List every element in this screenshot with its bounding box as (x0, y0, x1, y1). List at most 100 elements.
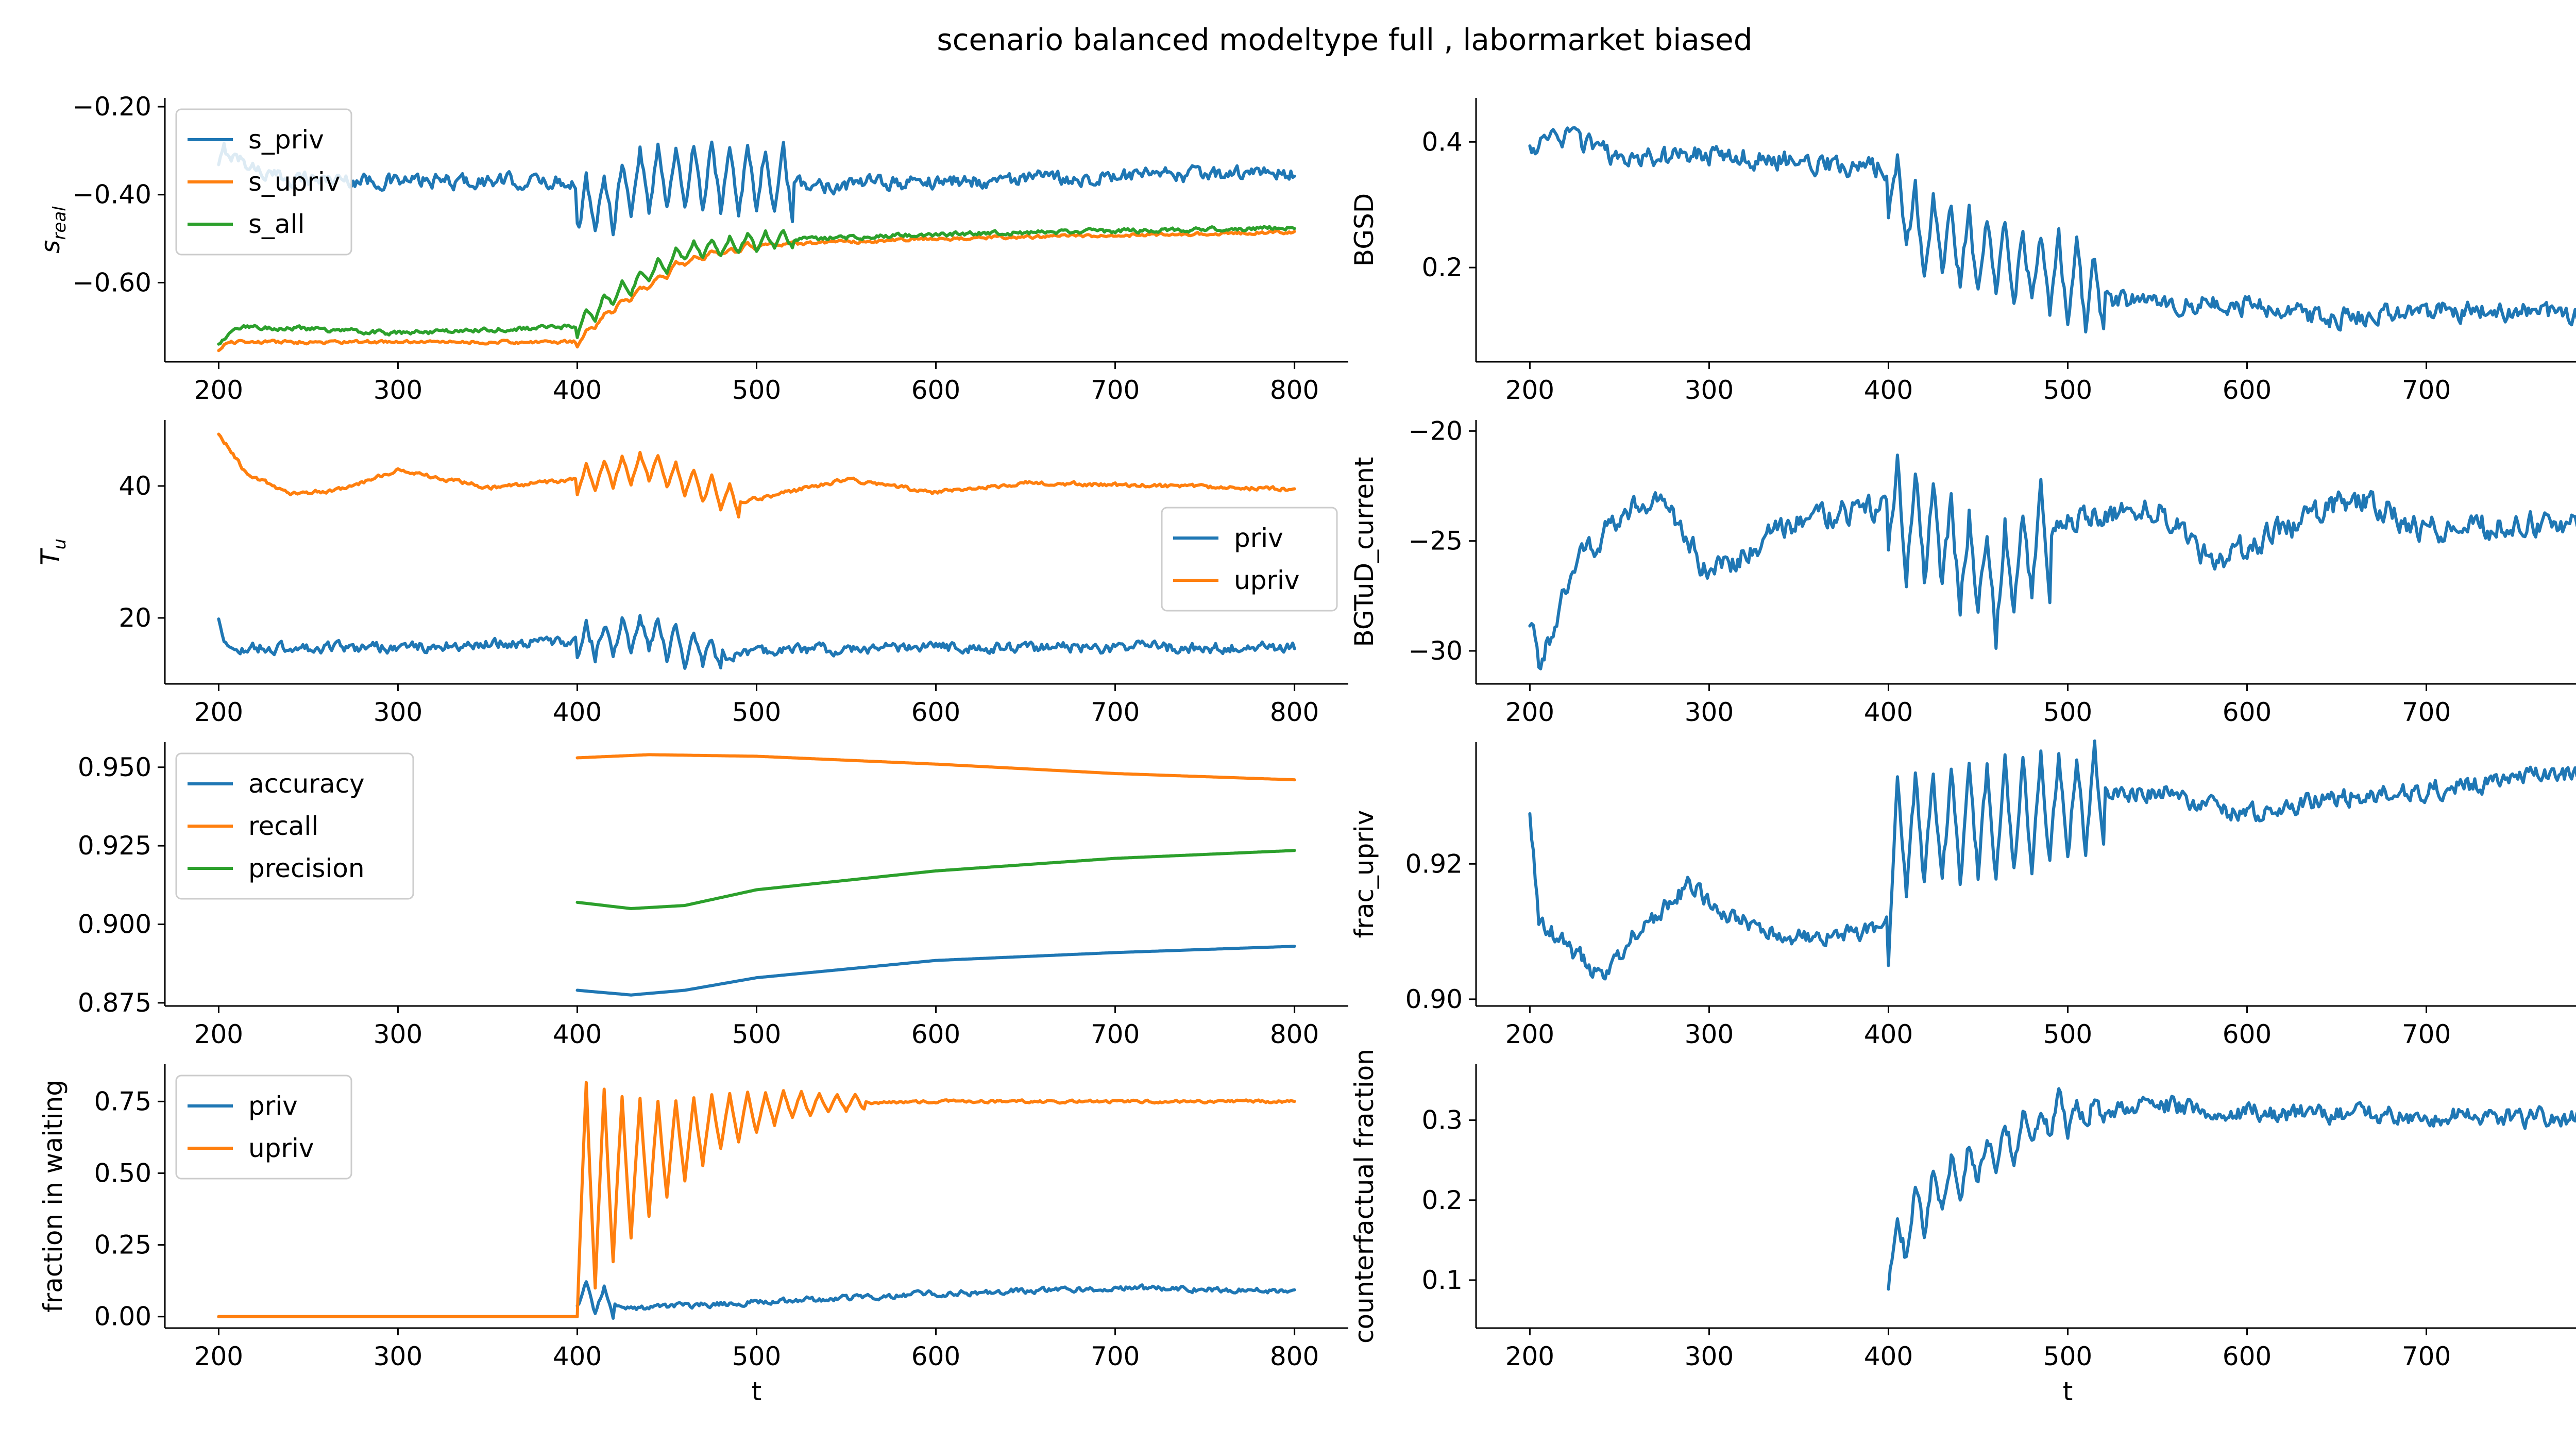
series-line-priv (575, 1280, 1296, 1320)
x-tick-label: 300 (1685, 697, 1734, 727)
y-tick-label: 0.950 (78, 752, 151, 782)
x-tick-label: 200 (1505, 697, 1554, 727)
x-tick-label: 400 (553, 1019, 602, 1049)
x-tick-label: 400 (1864, 375, 1913, 405)
legend-label: priv (1234, 523, 1283, 553)
y-tick-label: 0.25 (94, 1230, 151, 1260)
y-tick-label: −25 (1408, 526, 1463, 556)
x-tick-label: 300 (1685, 375, 1734, 405)
legend-label: s_priv (248, 125, 324, 155)
x-tick-label: 500 (2043, 1019, 2092, 1049)
chart-p7: 2003004005006007008000.10.20.3counterfac… (1349, 1049, 2576, 1406)
series-line-upriv (217, 432, 1296, 519)
y-axis-label: Tu (36, 539, 70, 565)
x-tick-label: 600 (2223, 1341, 2272, 1371)
x-tick-label: 800 (1270, 375, 1319, 405)
x-tick-label: 300 (374, 697, 422, 727)
x-tick-label: 200 (1505, 1341, 1554, 1371)
y-tick-label: 0.900 (78, 910, 151, 939)
series-line-value (1528, 126, 2576, 334)
y-tick-label: 0.75 (94, 1086, 151, 1116)
x-tick-label: 800 (1270, 1341, 1319, 1371)
x-tick-label: 200 (1505, 1019, 1554, 1049)
x-tick-label: 400 (553, 375, 602, 405)
x-tick-label: 300 (374, 1341, 422, 1371)
y-axis-label: BGSD (1349, 193, 1379, 266)
x-tick-label: 400 (553, 1341, 602, 1371)
x-tick-label: 600 (2223, 697, 2272, 727)
x-tick-label: 700 (2402, 697, 2451, 727)
series-line-value (1887, 1087, 2576, 1291)
figure-title: scenario balanced modeltype full , labor… (937, 22, 1752, 57)
x-tick-label: 200 (194, 697, 243, 727)
legend-label: accuracy (248, 769, 365, 799)
y-tick-label: 0.4 (1421, 127, 1463, 157)
y-axis-label: counterfactual fraction (1349, 1049, 1379, 1344)
series-line-value (1528, 739, 2576, 981)
y-tick-label: 0.2 (1421, 1185, 1463, 1215)
chart-p6: 200 300 400 500 600 700 800 0.00 0.25 0.50 0.75 fra… (38, 1064, 1348, 1406)
x-tick-label: 500 (732, 697, 781, 727)
x-tick-label: 700 (1091, 375, 1140, 405)
y-tick-label: −0.20 (73, 92, 151, 122)
x-axis-label: t (752, 1377, 762, 1406)
y-tick-label: 0.50 (94, 1158, 151, 1188)
x-tick-label: 600 (911, 1019, 960, 1049)
x-tick-label: 400 (1864, 1019, 1913, 1049)
series-line-value (1528, 454, 2576, 670)
series-line-priv (217, 614, 1296, 670)
x-tick-label: 200 (194, 375, 243, 405)
x-tick-label: 200 (1505, 375, 1554, 405)
x-tick-label: 500 (732, 1341, 781, 1371)
y-tick-label: 0.3 (1421, 1105, 1463, 1135)
x-tick-label: 200 (194, 1341, 243, 1371)
x-tick-label: 500 (2043, 375, 2092, 405)
y-tick-label: 0.1 (1421, 1265, 1463, 1295)
y-tick-label: −0.60 (73, 267, 151, 297)
x-tick-label: 400 (1864, 1341, 1913, 1371)
legend-label: upriv (1234, 565, 1299, 595)
x-tick-label: 700 (2402, 375, 2451, 405)
x-tick-label: 600 (2223, 1019, 2272, 1049)
series-line-recall (575, 753, 1296, 782)
y-tick-label: 0.2 (1421, 253, 1463, 282)
y-axis-label: fraction in waiting (38, 1080, 68, 1313)
x-tick-label: 500 (2043, 697, 2092, 727)
x-tick-label: 300 (374, 375, 422, 405)
legend-label: recall (248, 811, 318, 841)
series-line-upriv (575, 1081, 1296, 1318)
x-tick-label: 500 (2043, 1341, 2092, 1371)
y-tick-label: 0.00 (94, 1302, 151, 1332)
y-axis-label: frac_upriv (1349, 810, 1379, 938)
x-tick-label: 800 (1270, 1019, 1319, 1049)
legend: s_priv s_upriv s_all (175, 108, 352, 256)
x-tick-label: 700 (1091, 1341, 1140, 1371)
x-tick-label: 300 (374, 1019, 422, 1049)
legend-box (175, 108, 352, 256)
legend-label: s_all (248, 209, 304, 239)
legend-box (175, 752, 414, 900)
x-tick-label: 700 (1091, 1019, 1140, 1049)
series-line-accuracy (575, 945, 1296, 997)
legend: priv upriv (1161, 507, 1338, 612)
x-tick-label: 400 (553, 697, 602, 727)
legend: accuracy recall precision (175, 752, 414, 900)
legend-label: priv (248, 1091, 298, 1121)
y-tick-label: −30 (1408, 636, 1463, 666)
x-axis-label: t (2063, 1377, 2073, 1406)
chart-p3: 200300400500600700800−30−25−20BGTuD_curr… (1349, 416, 2576, 727)
series-line-s_priv (217, 140, 1296, 237)
y-tick-label: 0.875 (78, 988, 151, 1018)
x-tick-label: 600 (911, 1341, 960, 1371)
legend-box (1161, 507, 1338, 612)
series-line-precision (575, 849, 1296, 910)
x-tick-label: 600 (911, 375, 960, 405)
legend-box (175, 1075, 352, 1180)
x-tick-label: 800 (1270, 697, 1319, 727)
y-tick-label: 40 (118, 471, 151, 501)
x-tick-label: 600 (2223, 375, 2272, 405)
series-line-s_all (217, 225, 1296, 346)
legend-label: precision (248, 853, 365, 883)
